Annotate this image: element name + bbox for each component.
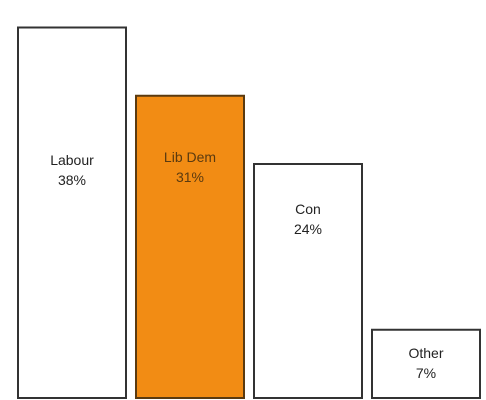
value-label: 24% [294,221,322,237]
category-label: Lib Dem [164,149,216,165]
category-label: Con [295,201,321,217]
value-label: 7% [416,365,436,381]
bar-labour [17,26,127,399]
value-label: 31% [176,169,204,185]
category-label: Other [408,345,443,361]
category-label: Labour [50,152,94,168]
bar-lib-dem [135,94,245,399]
value-label: 38% [58,172,86,188]
bar-other [371,328,481,399]
bar-con [253,163,363,399]
